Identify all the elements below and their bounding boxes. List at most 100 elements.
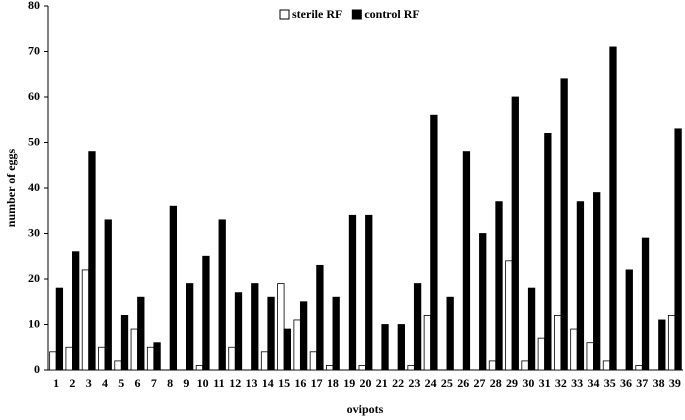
bar <box>130 328 138 371</box>
x-tick-label: 30 <box>522 376 534 390</box>
x-tick-label: 12 <box>229 376 241 390</box>
bar <box>49 351 57 371</box>
bar <box>488 360 497 371</box>
x-tick-label: 31 <box>539 376 551 390</box>
bar <box>635 365 643 371</box>
bar <box>658 319 666 371</box>
legend-swatch <box>351 9 362 20</box>
bar <box>283 328 291 371</box>
bar <box>570 328 578 371</box>
y-axis-label: number of eggs <box>4 148 18 227</box>
bar <box>430 114 438 371</box>
bar <box>609 46 617 371</box>
x-tick-label: 19 <box>343 376 355 390</box>
x-tick-label: 23 <box>408 376 420 390</box>
bar <box>413 283 422 371</box>
bar <box>479 233 487 371</box>
bar <box>537 337 546 371</box>
bar <box>495 201 503 371</box>
bar <box>365 214 373 371</box>
bar <box>260 351 269 371</box>
x-tick-label: 14 <box>262 376 274 390</box>
bar <box>202 255 210 371</box>
x-tick-label: 5 <box>118 376 124 390</box>
y-tick-label: 70 <box>28 43 40 57</box>
x-tick-label: 21 <box>376 376 388 390</box>
bar <box>625 269 633 371</box>
x-tick-label: 29 <box>506 376 518 390</box>
bar <box>560 78 568 371</box>
bar <box>120 314 129 371</box>
x-tick-label: 13 <box>246 376 258 390</box>
x-tick-label: 34 <box>587 376 599 390</box>
bar <box>586 342 594 371</box>
y-tick-label: 60 <box>28 89 40 103</box>
x-tick-label: 7 <box>151 376 157 390</box>
bar <box>667 314 676 371</box>
x-tick-label: 24 <box>425 376 437 390</box>
y-tick-label: 0 <box>34 362 40 376</box>
bar <box>98 346 106 371</box>
bar <box>88 151 96 371</box>
bar <box>277 283 285 371</box>
x-tick-label: 11 <box>213 376 224 390</box>
bar <box>381 324 389 371</box>
bar <box>267 296 275 371</box>
bar <box>348 214 357 371</box>
bar <box>218 219 226 371</box>
x-tick-label: 4 <box>102 376 108 390</box>
x-tick-label: 2 <box>69 376 75 390</box>
x-tick-label: 20 <box>360 376 372 390</box>
y-tick-label: 10 <box>28 316 40 330</box>
bar <box>65 346 73 371</box>
bar <box>251 283 259 371</box>
x-tick-label: 32 <box>555 376 567 390</box>
bar <box>299 301 308 371</box>
legend-swatch <box>279 9 290 20</box>
bar <box>81 269 90 371</box>
bar <box>576 201 585 371</box>
x-tick-label: 16 <box>294 376 306 390</box>
bar <box>137 296 145 371</box>
x-tick-label: 28 <box>490 376 502 390</box>
y-tick-label: 80 <box>28 0 40 12</box>
y-tick-label: 20 <box>28 271 40 285</box>
x-tick-label: 35 <box>604 376 616 390</box>
bar <box>153 342 161 371</box>
bar <box>72 251 80 371</box>
bar <box>593 192 601 371</box>
x-tick-label: 26 <box>457 376 469 390</box>
x-tick-label: 6 <box>135 376 141 390</box>
bar <box>195 365 204 371</box>
bar <box>358 365 366 371</box>
y-tick-label: 50 <box>28 134 40 148</box>
x-tick-label: 17 <box>311 376 323 390</box>
bar <box>553 314 562 371</box>
y-tick-label: 30 <box>28 225 40 239</box>
bar <box>544 132 552 371</box>
bar <box>293 319 301 371</box>
bar <box>185 283 194 371</box>
x-tick-label: 38 <box>653 376 665 390</box>
bar <box>114 360 122 371</box>
bar <box>462 151 471 371</box>
x-tick-label: 27 <box>473 376 485 390</box>
bar <box>104 219 112 371</box>
x-tick-label: 18 <box>327 376 339 390</box>
bar <box>641 237 650 371</box>
bar <box>527 287 536 371</box>
x-tick-label: 9 <box>183 376 189 390</box>
bar <box>234 292 243 371</box>
bar <box>309 351 318 371</box>
bar <box>505 260 513 371</box>
x-tick-label: 25 <box>441 376 453 390</box>
x-tick-label: 39 <box>669 376 681 390</box>
bar <box>674 128 682 371</box>
x-tick-label: 33 <box>571 376 583 390</box>
bar <box>169 205 178 371</box>
x-tick-label: 8 <box>167 376 173 390</box>
bar <box>316 264 324 371</box>
bar <box>55 287 64 371</box>
y-tick-label: 40 <box>28 180 40 194</box>
